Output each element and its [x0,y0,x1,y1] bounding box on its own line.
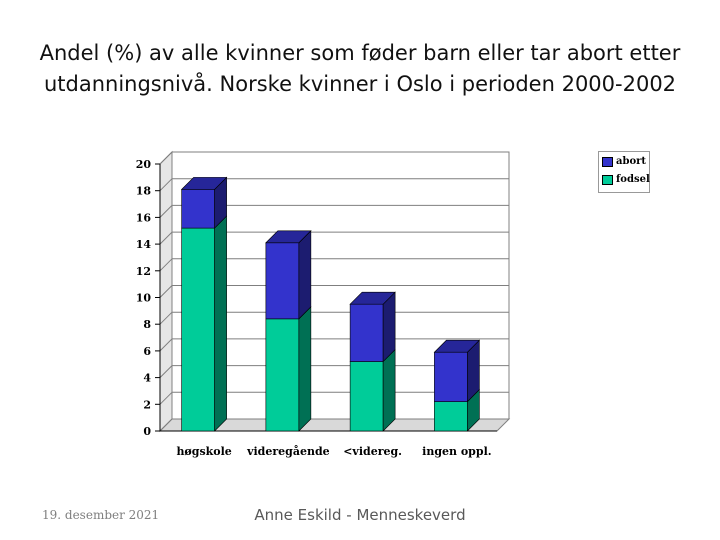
legend-swatch-fodsel [602,174,613,185]
legend-label-fodsel: fodsel [616,174,650,185]
gridline-side [159,365,173,378]
legend-label-abort: abort [616,156,647,167]
gridline-side [159,338,173,352]
bar-side-fodsel-videreg-ende [298,306,312,432]
y-tick-label: 4 [143,372,151,385]
bar-side-fodsel-h-gskole [214,215,227,432]
chart-title: Andel (%) av alle kvinner som føder barn… [20,38,700,100]
bar-fodsel-ingen-oppl [434,401,468,432]
legend-item-fodsel: fodsel [602,174,650,188]
y-tick-label: 2 [143,398,151,411]
x-tick-label: videregående [246,445,330,458]
bar-fodsel-videreg [349,361,384,432]
x-tick-label: ingen oppl. [422,445,491,458]
bar-top-3 [433,339,481,353]
x-tick-label: høgskole [176,445,231,458]
gridline-side [159,151,173,165]
y-tick-label: 10 [136,292,152,305]
bar-abort-videreg [349,303,384,362]
chart-title-line-1: Andel (%) av alle kvinner som føder barn… [39,41,681,65]
footer-author: Anne Eskild - Menneskeverd [254,506,466,524]
bar-side-abort-videreg-ende [298,230,312,320]
y-tick-label: 8 [143,318,151,331]
gridline-side [159,258,173,272]
gridline-side [159,231,173,245]
bar-abort-videreg-ende [265,242,300,320]
y-tick-label: 12 [136,265,151,278]
gridline-side [159,418,173,432]
x-tick-label: <videreg. [343,445,402,458]
bar-fodsel-h-gskole [181,227,215,432]
gridline-side [159,311,173,325]
footer-date: 19. desember 2021 [42,508,160,522]
y-tick-label: 18 [136,185,152,198]
gridline-side [159,285,173,298]
y-tick-label: 16 [136,211,152,224]
y-tick-label: 20 [136,158,152,171]
chart-legend: abort fodsel [598,151,650,193]
y-tick-label: 6 [143,345,151,358]
gridline-side [159,178,173,192]
legend-swatch-abort [602,156,613,167]
gridline-side [159,391,173,405]
bar-abort-ingen-oppl [434,351,468,402]
bar-top-0 [180,177,228,190]
chart-title-line-2: utdanningsnivå. Norske kvinner i Oslo i … [43,72,677,96]
bar-top-1 [265,230,312,244]
gridline-side [159,205,173,218]
bar-side-fodsel-videreg [382,348,396,432]
legend-item-abort: abort [602,156,646,170]
y-tick-label: 14 [136,238,152,251]
bar-fodsel-videreg-ende [265,318,300,432]
bar-abort-h-gskole [181,189,215,229]
bar-top-2 [349,291,396,305]
y-tick-label: 0 [143,425,151,438]
